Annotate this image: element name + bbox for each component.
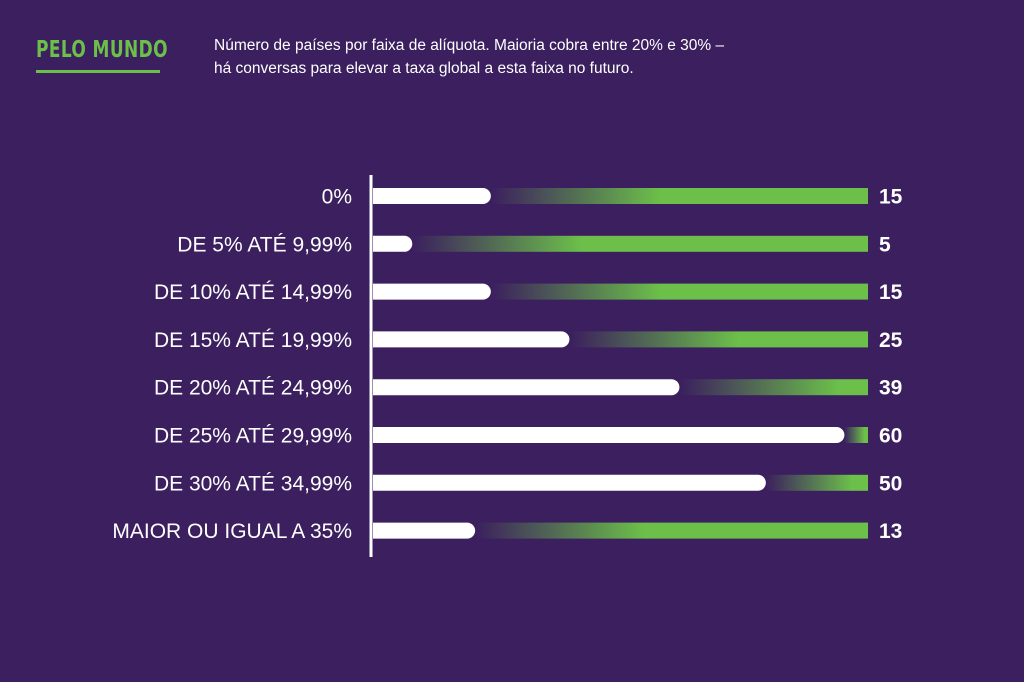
category-label: DE 5% ATÉ 9,99% [177, 233, 352, 256]
category-label: DE 30% ATÉ 34,99% [154, 472, 352, 495]
bar-track [373, 235, 868, 252]
bar-value [373, 188, 491, 204]
value-label: 13 [879, 520, 902, 543]
bar-value [373, 474, 766, 491]
value-label: 5 [879, 233, 891, 256]
category-label: DE 15% ATÉ 19,99% [154, 329, 352, 352]
bar-value [373, 379, 680, 396]
value-label: 25 [879, 329, 903, 352]
category-label: DE 25% ATÉ 29,99% [154, 425, 352, 448]
bar-track [373, 188, 868, 204]
category-label: DE 20% ATÉ 24,99% [154, 377, 352, 400]
value-label: 39 [879, 377, 902, 400]
value-label: 15 [879, 186, 903, 209]
bar-track [373, 522, 868, 539]
bar-value [373, 427, 845, 443]
bars-group: 0% 15 DE 5% ATÉ 9,99% 5 DE 10% ATÉ 14,99% 15 D… [112, 186, 902, 544]
subtitle-line-1: Número de países por faixa de alíquota. … [214, 37, 725, 54]
subtitle-line-2: há conversas para elevar a taxa global a… [214, 60, 634, 77]
bar-track [373, 283, 868, 300]
category-label: MAIOR OU IGUAL A 35% [112, 520, 352, 543]
category-label: 0% [322, 186, 352, 209]
category-label: DE 10% ATÉ 14,99% [154, 281, 352, 304]
brand-underline [36, 70, 160, 73]
bar-value [373, 283, 491, 300]
bar-value [373, 522, 476, 539]
chart-subtitle: Número de países por faixa de alíquota. … [214, 34, 814, 80]
value-label: 60 [879, 425, 902, 448]
brand: PELO MUNDO [36, 36, 168, 73]
bar-value [373, 331, 570, 348]
bar-value [373, 235, 413, 252]
value-label: 15 [879, 281, 903, 304]
value-label: 50 [879, 472, 902, 495]
